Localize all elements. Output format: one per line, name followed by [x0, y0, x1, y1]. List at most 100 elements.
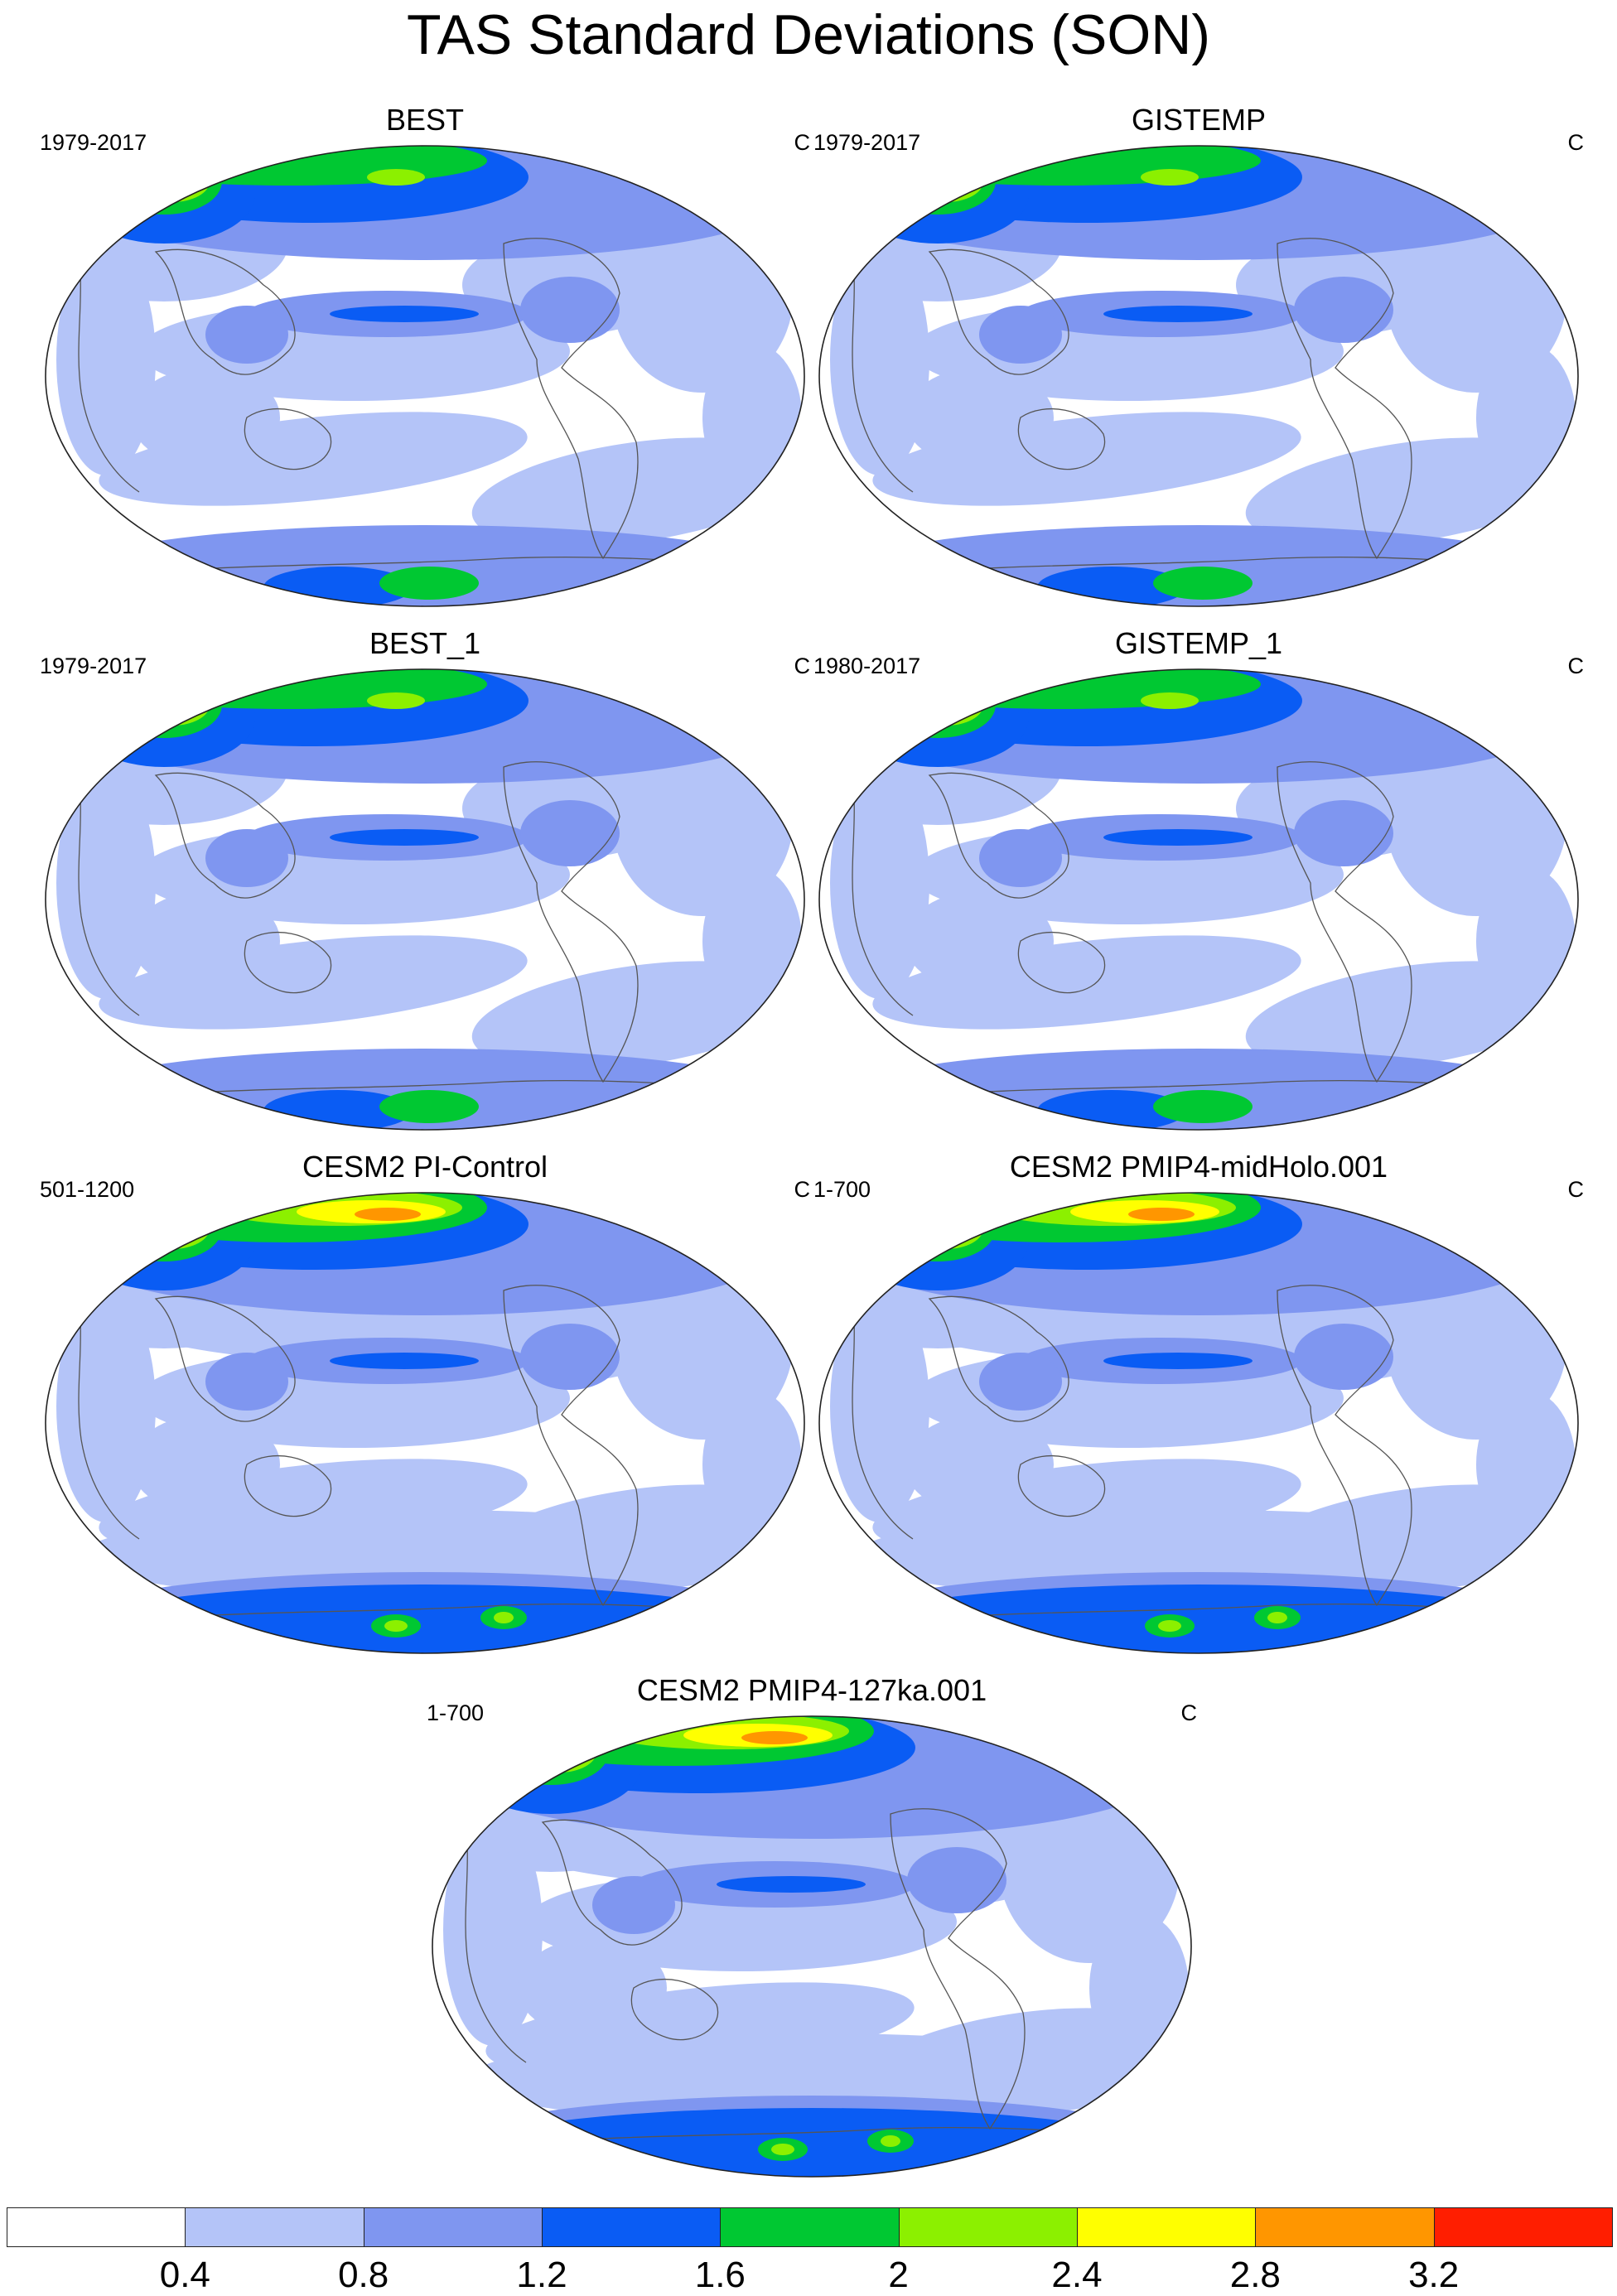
panel-units: C: [794, 1177, 811, 1202]
map-panel-cesm2-pi-control: CESM2 PI-Control 501-1200 C: [40, 1150, 810, 1655]
coastline-asia: [154, 1295, 296, 1422]
band-3.2-plus: [251, 669, 268, 674]
band-0.8-1.2: [907, 1847, 1006, 1913]
coastline-americas: [1277, 1285, 1412, 1607]
map-panel-gistemp-1: GISTEMP_1 1980-2017 C: [813, 626, 1584, 1131]
band-1.2-1.6: [847, 146, 1029, 244]
map-panel-best-1: BEST_1 1979-2017 C: [40, 626, 810, 1131]
band-2.4-2.8: [222, 146, 288, 159]
band-0.4-0.8: [1476, 1390, 1576, 1539]
map-plot: [818, 668, 1579, 1131]
figure-title: TAS Standard Deviations (SON): [407, 3, 1210, 66]
band-0.8-1.2: [520, 800, 620, 866]
panel-units: C: [794, 654, 811, 678]
band-1.6-2: [1153, 567, 1253, 600]
panel-years: 1979-2017: [813, 130, 921, 155]
coastline-asia: [928, 1295, 1069, 1422]
panel-title: CESM2 PMIP4-midHolo.001: [1009, 1150, 1388, 1184]
map-panel-cesm2-127ka: CESM2 PMIP4-127ka.001 1-700 C: [427, 1673, 1197, 2178]
band-1.6-2: [880, 1195, 996, 1261]
band-2-2.4: [367, 692, 425, 709]
coastline-americas: [503, 238, 639, 560]
colorbar-box: [898, 2207, 1078, 2247]
band-0.8-1.2: [1294, 1324, 1393, 1390]
colorbar-box: [1077, 2207, 1257, 2247]
panel-years: 1980-2017: [813, 654, 921, 678]
colorbar-box: [1255, 2207, 1435, 2247]
band-0.8-1.2: [205, 1353, 288, 1411]
panel-title: GISTEMP: [1131, 103, 1267, 137]
band-1.2-1.6: [1103, 306, 1253, 322]
band-1.2-1.6: [717, 1876, 866, 1893]
band-2-2.4: [1141, 692, 1199, 709]
panel-years: 1979-2017: [40, 130, 147, 155]
colorbar-tick-label: 2.4: [1051, 2255, 1103, 2295]
band-2-2.4: [135, 684, 210, 726]
coastline-americas: [1277, 761, 1412, 1083]
band-0.4-0.8: [518, 1938, 667, 2038]
band-2-2.4: [367, 169, 425, 186]
band-0.8-1.2: [205, 306, 288, 364]
band-2-2.4: [494, 1612, 514, 1623]
contour-fill: [432, 1716, 1191, 2177]
band-1.6-2: [379, 567, 479, 600]
band-2-2.4: [1158, 1620, 1181, 1632]
coastline-asia: [154, 772, 296, 899]
band-0.4-0.8: [131, 1415, 280, 1514]
band-2-2.4: [1141, 169, 1199, 186]
map-border: [45, 668, 805, 1131]
band-0.4-0.8: [905, 891, 1054, 991]
panel-title: BEST: [385, 103, 465, 137]
colorbar-tick-label: 0.4: [159, 2255, 210, 2295]
band-2.8-3.2: [1128, 1208, 1195, 1221]
map-plot: [818, 1192, 1579, 1654]
band-2-2.4: [881, 2135, 900, 2147]
map-panel-cesm2-midholo: CESM2 PMIP4-midHolo.001 1-700 C: [813, 1150, 1584, 1655]
band-0.4-0.8: [131, 368, 280, 467]
map-plot: [45, 668, 805, 1131]
band-2-2.4: [771, 2144, 794, 2155]
band-1.6-2: [106, 1195, 222, 1261]
colorbar-box: [1433, 2207, 1613, 2247]
coastline-asia: [928, 772, 1069, 899]
map-panel-best: BEST 1979-2017 C: [40, 103, 810, 608]
map-border: [432, 1715, 1192, 2178]
colorbar-tick-label: 2.8: [1229, 2255, 1281, 2295]
band-2.8-3.2: [241, 146, 278, 154]
band-1.6-2: [1153, 1090, 1253, 1123]
band-2.4-2.8: [222, 669, 288, 683]
band-1.2-1.6: [1103, 1353, 1253, 1369]
colorbar-box: [542, 2207, 722, 2247]
coastline-asia: [928, 248, 1069, 375]
map-border: [818, 668, 1579, 1131]
band-2.8-3.2: [1015, 146, 1051, 154]
band-1.6-2: [880, 148, 996, 215]
coastline-asia: [541, 1819, 683, 1946]
band-1.2-1.6: [73, 146, 255, 244]
map-border: [45, 1192, 805, 1654]
band-2-2.4: [522, 1731, 596, 1773]
band-2.8-3.2: [355, 1208, 421, 1221]
panel-units: C: [1567, 654, 1585, 678]
band-1.2-1.6: [847, 669, 1029, 767]
colorbar-tick-label: 3.2: [1408, 2255, 1460, 2295]
map-plot: [45, 1192, 805, 1654]
band-2-2.4: [1267, 1612, 1287, 1623]
band-2.4-2.8: [996, 146, 1062, 159]
map-border: [818, 145, 1579, 607]
band-1.6-2: [106, 148, 222, 215]
coastline-americas: [890, 1808, 1026, 2130]
colorbar-tick-label: 1.2: [516, 2255, 567, 2295]
coastline-australia: [244, 931, 332, 994]
coastline-australia: [1017, 1454, 1106, 1517]
panel-years: 1-700: [813, 1177, 871, 1202]
map-border: [45, 145, 805, 607]
panel-title: CESM2 PMIP4-127ka.001: [636, 1673, 987, 1707]
band-2-2.4: [909, 684, 983, 726]
band-2.8-3.2: [741, 1731, 808, 1744]
band-1.6-2: [880, 672, 996, 738]
colorbar-box: [7, 2207, 186, 2247]
coastline-americas: [1277, 238, 1412, 560]
colorbar-tick-label: 1.6: [694, 2255, 746, 2295]
band-1.6-2: [493, 1719, 609, 1785]
